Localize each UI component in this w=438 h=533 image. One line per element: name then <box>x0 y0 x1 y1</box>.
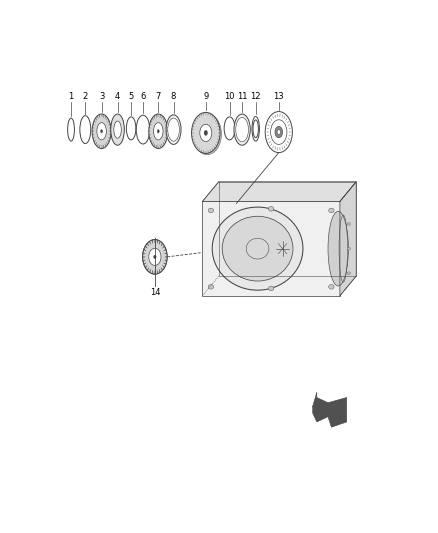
Ellipse shape <box>204 131 208 135</box>
Ellipse shape <box>275 126 283 138</box>
Text: 5: 5 <box>128 92 134 101</box>
Ellipse shape <box>347 272 350 274</box>
Text: 11: 11 <box>237 92 247 101</box>
Ellipse shape <box>328 285 334 289</box>
Polygon shape <box>340 182 356 296</box>
Ellipse shape <box>347 223 350 225</box>
Ellipse shape <box>208 208 214 213</box>
Text: 9: 9 <box>203 92 208 101</box>
Ellipse shape <box>154 255 156 259</box>
Ellipse shape <box>212 207 303 290</box>
Ellipse shape <box>97 123 106 140</box>
Text: 2: 2 <box>83 92 88 101</box>
Ellipse shape <box>92 114 111 149</box>
Text: 7: 7 <box>155 92 161 101</box>
Ellipse shape <box>114 121 121 138</box>
Ellipse shape <box>347 247 350 250</box>
Ellipse shape <box>157 130 159 133</box>
Ellipse shape <box>277 130 280 134</box>
Ellipse shape <box>208 285 214 289</box>
Polygon shape <box>313 392 346 427</box>
Polygon shape <box>202 182 356 201</box>
Ellipse shape <box>101 130 102 133</box>
Ellipse shape <box>154 123 163 140</box>
Ellipse shape <box>149 248 161 265</box>
Text: 8: 8 <box>171 92 176 101</box>
Ellipse shape <box>149 248 161 265</box>
Ellipse shape <box>236 117 248 142</box>
Ellipse shape <box>143 240 167 274</box>
Ellipse shape <box>166 115 181 144</box>
Ellipse shape <box>191 112 220 154</box>
Ellipse shape <box>143 240 167 274</box>
Ellipse shape <box>154 255 156 259</box>
Text: 14: 14 <box>150 288 160 297</box>
Text: 6: 6 <box>140 92 146 101</box>
Ellipse shape <box>328 211 348 286</box>
Ellipse shape <box>222 216 293 281</box>
Text: 1: 1 <box>68 92 74 101</box>
Text: 13: 13 <box>273 92 284 101</box>
Ellipse shape <box>193 114 222 155</box>
Ellipse shape <box>168 118 180 141</box>
Ellipse shape <box>234 114 250 145</box>
Ellipse shape <box>200 124 212 142</box>
Bar <box>202 201 340 296</box>
Text: 3: 3 <box>99 92 104 101</box>
Ellipse shape <box>268 206 274 211</box>
Text: 12: 12 <box>251 92 261 101</box>
Text: 10: 10 <box>224 92 235 101</box>
Ellipse shape <box>149 114 168 149</box>
Ellipse shape <box>111 114 124 145</box>
Ellipse shape <box>268 286 274 291</box>
Text: 4: 4 <box>115 92 120 101</box>
Ellipse shape <box>328 208 334 213</box>
